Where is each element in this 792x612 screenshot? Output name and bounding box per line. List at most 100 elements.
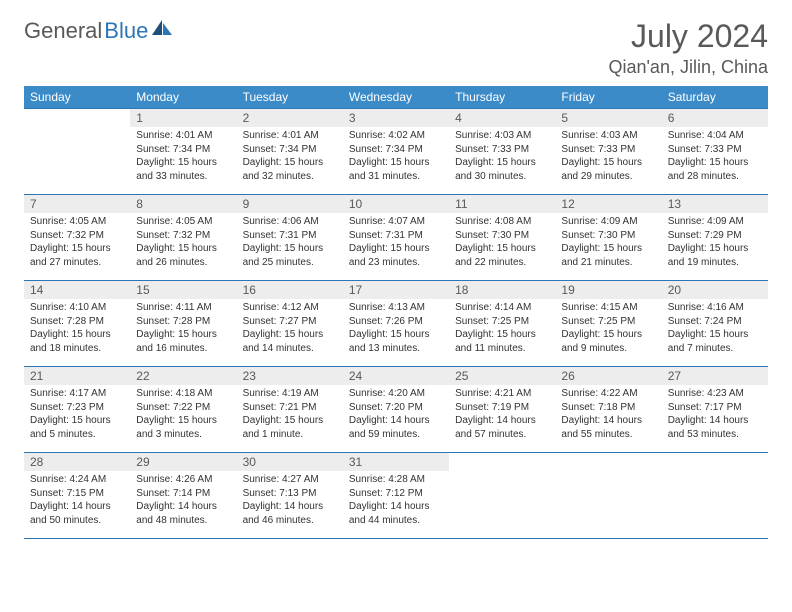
day-info-line: Sunset: 7:19 PM: [455, 401, 549, 415]
day-info-line: Daylight: 15 hours: [136, 156, 230, 170]
day-number: 24: [343, 367, 449, 385]
day-number: 26: [555, 367, 661, 385]
calendar-day-cell: [449, 453, 555, 539]
calendar-day-cell: 7Sunrise: 4:05 AMSunset: 7:32 PMDaylight…: [24, 195, 130, 281]
day-content: Sunrise: 4:27 AMSunset: 7:13 PMDaylight:…: [237, 471, 343, 531]
day-content: Sunrise: 4:17 AMSunset: 7:23 PMDaylight:…: [24, 385, 130, 445]
day-info-line: Sunset: 7:24 PM: [668, 315, 762, 329]
day-number: 4: [449, 109, 555, 127]
day-content: Sunrise: 4:04 AMSunset: 7:33 PMDaylight:…: [662, 127, 768, 187]
day-number: 17: [343, 281, 449, 299]
day-number: 1: [130, 109, 236, 127]
day-info-line: Sunset: 7:28 PM: [30, 315, 124, 329]
day-info-line: Sunrise: 4:10 AM: [30, 301, 124, 315]
day-info-line: Sunset: 7:12 PM: [349, 487, 443, 501]
day-content: Sunrise: 4:09 AMSunset: 7:29 PMDaylight:…: [662, 213, 768, 273]
day-info-line: and 31 minutes.: [349, 170, 443, 184]
logo-text-blue: Blue: [104, 18, 148, 44]
day-info-line: Sunset: 7:26 PM: [349, 315, 443, 329]
day-info-line: Sunset: 7:32 PM: [30, 229, 124, 243]
calendar-day-cell: 13Sunrise: 4:09 AMSunset: 7:29 PMDayligh…: [662, 195, 768, 281]
day-content: Sunrise: 4:28 AMSunset: 7:12 PMDaylight:…: [343, 471, 449, 531]
day-info-line: Sunset: 7:30 PM: [455, 229, 549, 243]
day-content: Sunrise: 4:11 AMSunset: 7:28 PMDaylight:…: [130, 299, 236, 359]
day-header: Thursday: [449, 86, 555, 109]
day-info-line: Daylight: 15 hours: [243, 242, 337, 256]
day-number: 27: [662, 367, 768, 385]
day-info-line: Sunset: 7:31 PM: [243, 229, 337, 243]
day-content: Sunrise: 4:01 AMSunset: 7:34 PMDaylight:…: [237, 127, 343, 187]
calendar-day-cell: 20Sunrise: 4:16 AMSunset: 7:24 PMDayligh…: [662, 281, 768, 367]
day-info-line: Sunrise: 4:03 AM: [561, 129, 655, 143]
calendar-day-cell: 2Sunrise: 4:01 AMSunset: 7:34 PMDaylight…: [237, 109, 343, 195]
day-info-line: Sunrise: 4:17 AM: [30, 387, 124, 401]
day-number: 10: [343, 195, 449, 213]
day-number: 12: [555, 195, 661, 213]
calendar-day-cell: 22 Sunrise: 4:18 AMSunset: 7:22 PMDayligh…: [130, 367, 236, 453]
sail-icon: [152, 20, 174, 36]
day-info-line: and 32 minutes.: [243, 170, 337, 184]
day-content: Sunrise: 4:15 AMSunset: 7:25 PMDaylight:…: [555, 299, 661, 359]
day-info-line: and 46 minutes.: [243, 514, 337, 528]
calendar-table: SundayMondayTuesdayWednesdayThursdayFrid…: [24, 86, 768, 539]
day-info-line: Daylight: 15 hours: [561, 242, 655, 256]
day-info-line: and 16 minutes.: [136, 342, 230, 356]
day-info-line: and 9 minutes.: [561, 342, 655, 356]
day-info-line: Daylight: 14 hours: [349, 414, 443, 428]
day-content: Sunrise: 4:05 AMSunset: 7:32 PMDaylight:…: [24, 213, 130, 273]
day-header: Wednesday: [343, 86, 449, 109]
day-number: 7: [24, 195, 130, 213]
calendar-body: 1Sunrise: 4:01 AMSunset: 7:34 PMDaylight…: [24, 109, 768, 539]
day-info-line: Sunrise: 4:13 AM: [349, 301, 443, 315]
day-number: 16: [237, 281, 343, 299]
calendar-day-cell: 25Sunrise: 4:21 AMSunset: 7:19 PMDayligh…: [449, 367, 555, 453]
day-number: 8: [130, 195, 236, 213]
day-info-line: and 19 minutes.: [668, 256, 762, 270]
day-info-line: Sunset: 7:28 PM: [136, 315, 230, 329]
day-info-line: Sunset: 7:15 PM: [30, 487, 124, 501]
calendar-day-cell: 28Sunrise: 4:24 AMSunset: 7:15 PMDayligh…: [24, 453, 130, 539]
day-info-line: Sunrise: 4:26 AM: [136, 473, 230, 487]
day-number: 13: [662, 195, 768, 213]
calendar-week-row: 21Sunrise: 4:17 AMSunset: 7:23 PMDayligh…: [24, 367, 768, 453]
day-info-line: and 57 minutes.: [455, 428, 549, 442]
day-info-line: and 5 minutes.: [30, 428, 124, 442]
day-info-line: Daylight: 15 hours: [455, 328, 549, 342]
day-info-line: Daylight: 15 hours: [136, 414, 230, 428]
day-content: Sunrise: 4:23 AMSunset: 7:17 PMDaylight:…: [662, 385, 768, 445]
calendar-week-row: 7Sunrise: 4:05 AMSunset: 7:32 PMDaylight…: [24, 195, 768, 281]
day-info-line: Sunrise: 4:22 AM: [561, 387, 655, 401]
day-number: 25: [449, 367, 555, 385]
calendar-day-cell: 24Sunrise: 4:20 AMSunset: 7:20 PMDayligh…: [343, 367, 449, 453]
day-info-line: Sunset: 7:29 PM: [668, 229, 762, 243]
day-info-line: and 22 minutes.: [455, 256, 549, 270]
location-text: Qian'an, Jilin, China: [608, 57, 768, 78]
day-content: Sunrise: 4:20 AMSunset: 7:20 PMDaylight:…: [343, 385, 449, 445]
calendar-day-cell: 14Sunrise: 4:10 AMSunset: 7:28 PMDayligh…: [24, 281, 130, 367]
page-header: GeneralBlue July 2024 Qian'an, Jilin, Ch…: [24, 18, 768, 78]
day-info-line: Sunrise: 4:23 AM: [668, 387, 762, 401]
day-info-line: Daylight: 15 hours: [136, 328, 230, 342]
day-info-line: Sunset: 7:25 PM: [455, 315, 549, 329]
day-number: 22: [130, 367, 236, 385]
day-info-line: Sunset: 7:33 PM: [668, 143, 762, 157]
calendar-day-cell: 11Sunrise: 4:08 AMSunset: 7:30 PMDayligh…: [449, 195, 555, 281]
day-info-line: Sunset: 7:31 PM: [349, 229, 443, 243]
day-number: 30: [237, 453, 343, 471]
day-number: 15: [130, 281, 236, 299]
day-info-line: Sunrise: 4:20 AM: [349, 387, 443, 401]
day-info-line: Sunrise: 4:08 AM: [455, 215, 549, 229]
day-info-line: and 14 minutes.: [243, 342, 337, 356]
day-info-line: Sunrise: 4:18 AM: [136, 387, 230, 401]
day-info-line: Sunrise: 4:06 AM: [243, 215, 337, 229]
day-info-line: Sunrise: 4:01 AM: [243, 129, 337, 143]
day-info-line: Daylight: 14 hours: [561, 414, 655, 428]
day-info-line: and 21 minutes.: [561, 256, 655, 270]
day-content: Sunrise: 4:05 AMSunset: 7:32 PMDaylight:…: [130, 213, 236, 273]
day-info-line: Sunset: 7:22 PM: [136, 401, 230, 415]
day-content: Sunrise: 4:08 AMSunset: 7:30 PMDaylight:…: [449, 213, 555, 273]
day-info-line: Daylight: 14 hours: [30, 500, 124, 514]
calendar-day-cell: 12Sunrise: 4:09 AMSunset: 7:30 PMDayligh…: [555, 195, 661, 281]
day-number: 5: [555, 109, 661, 127]
day-info-line: Sunrise: 4:07 AM: [349, 215, 443, 229]
